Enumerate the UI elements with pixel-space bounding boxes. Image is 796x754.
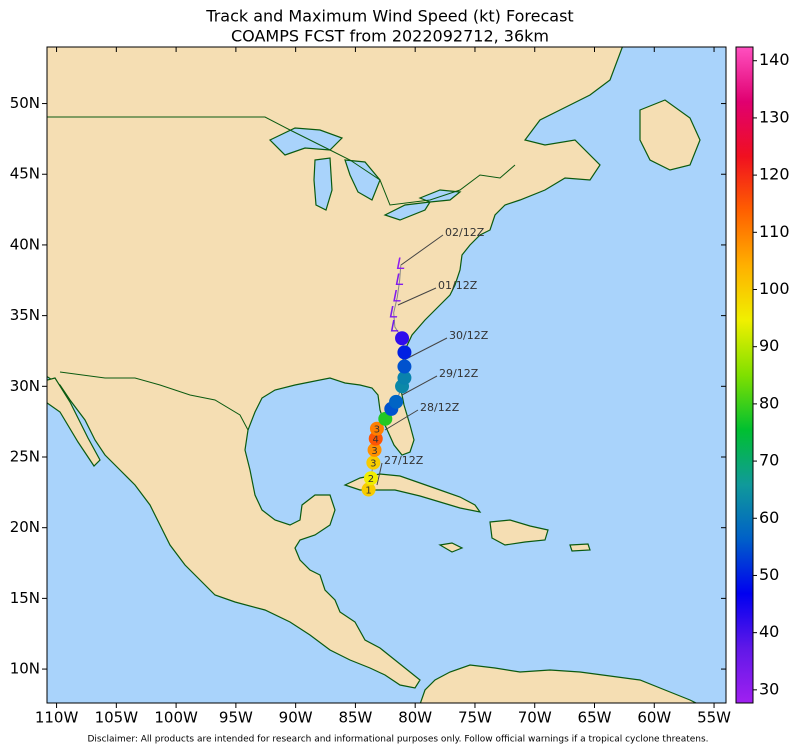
lake-superior	[268, 127, 344, 156]
time-label: 27/12Z	[384, 454, 424, 467]
x-tick-label: 70W	[518, 709, 552, 727]
category-label: 4	[373, 435, 379, 446]
y-tick-label: 25N	[10, 448, 40, 466]
y-tick-label: 40N	[10, 235, 40, 253]
colorbar-tick-label: 120	[759, 165, 790, 184]
low-marker: L	[396, 254, 405, 273]
colorbar-tick-label: 90	[759, 336, 779, 355]
track-point	[389, 394, 404, 409]
category-label: 3	[370, 459, 376, 470]
south-america	[419, 664, 698, 703]
y-tick-label: 45N	[10, 165, 40, 183]
y-tick-label: 30N	[10, 377, 40, 395]
y-tick-label: 50N	[10, 94, 40, 112]
time-leader	[384, 409, 419, 431]
x-tick-label: 55W	[697, 709, 731, 727]
low-marker: L	[389, 302, 398, 321]
y-tick-label: 10N	[10, 660, 40, 678]
time-leader	[400, 234, 444, 266]
x-tick-label: 65W	[578, 709, 612, 727]
subtitle: COAMPS FCST from 2022092712, 36km	[231, 27, 549, 46]
hispaniola	[489, 519, 549, 546]
time-leader	[401, 375, 438, 396]
x-tick-label: 95W	[219, 709, 253, 727]
x-tick-label: 85W	[338, 709, 372, 727]
lake-huron	[344, 159, 381, 201]
time-leader	[376, 462, 383, 486]
colorbar-tick-label: 100	[759, 279, 790, 298]
colorbar-tick-label: 140	[759, 50, 790, 69]
colorbar	[735, 46, 754, 704]
category-label: 3	[371, 446, 377, 457]
title: Track and Maximum Wind Speed (kt) Foreca…	[205, 7, 573, 26]
us-mexico-border	[59, 371, 249, 431]
category-label: 1	[365, 486, 371, 497]
time-label: 29/12Z	[439, 367, 479, 380]
lake-erie	[383, 201, 432, 221]
time-label: 28/12Z	[420, 401, 460, 414]
category-label: 3	[374, 425, 380, 436]
x-tick-label: 80W	[398, 709, 432, 727]
colorbar-tick-label: 70	[759, 451, 779, 470]
jamaica	[438, 542, 464, 553]
x-tick-label: 75W	[458, 709, 492, 727]
time-label: 30/12Z	[449, 329, 489, 342]
y-tick-label: 20N	[10, 518, 40, 536]
y-tick-label: 35N	[10, 306, 40, 324]
colorbar-tick-label: 60	[759, 508, 779, 527]
low-marker: L	[390, 316, 399, 335]
time-leader	[397, 287, 437, 306]
x-tick-label: 110W	[35, 709, 79, 727]
us-canada-border	[47, 116, 516, 206]
x-tick-label: 60W	[637, 709, 671, 727]
x-tick-label: 90W	[279, 709, 313, 727]
track-point	[395, 331, 410, 346]
cuba	[343, 473, 482, 513]
colorbar-tick-label: 40	[759, 622, 779, 641]
time-label: 01/12Z	[438, 279, 478, 292]
puerto-rico	[569, 543, 591, 552]
colorbar-tick-label: 130	[759, 107, 790, 126]
colorbar-tick-label: 50	[759, 565, 779, 584]
colorbar-tick-label: 80	[759, 393, 779, 412]
newfoundland	[639, 99, 701, 171]
low-marker: L	[395, 270, 404, 289]
y-tick-label: 15N	[10, 589, 40, 607]
map	[47, 47, 726, 703]
map-frame	[46, 46, 727, 704]
track-point	[363, 471, 378, 486]
colorbar-tick-label: 110	[759, 222, 790, 241]
baja-california	[47, 377, 101, 467]
disclaimer: Disclaimer: All products are intended fo…	[87, 735, 708, 745]
low-marker: L	[393, 287, 402, 306]
time-leader	[403, 337, 448, 361]
track-point	[397, 359, 412, 374]
category-label: 2	[368, 474, 374, 485]
colorbar-tick-label: 30	[759, 679, 779, 698]
time-label: 02/12Z	[445, 226, 485, 239]
lake-michigan	[313, 157, 333, 211]
track-point	[397, 345, 412, 360]
track-point	[369, 421, 384, 436]
x-tick-label: 105W	[95, 709, 139, 727]
north-america	[47, 47, 624, 689]
x-tick-label: 100W	[154, 709, 198, 727]
